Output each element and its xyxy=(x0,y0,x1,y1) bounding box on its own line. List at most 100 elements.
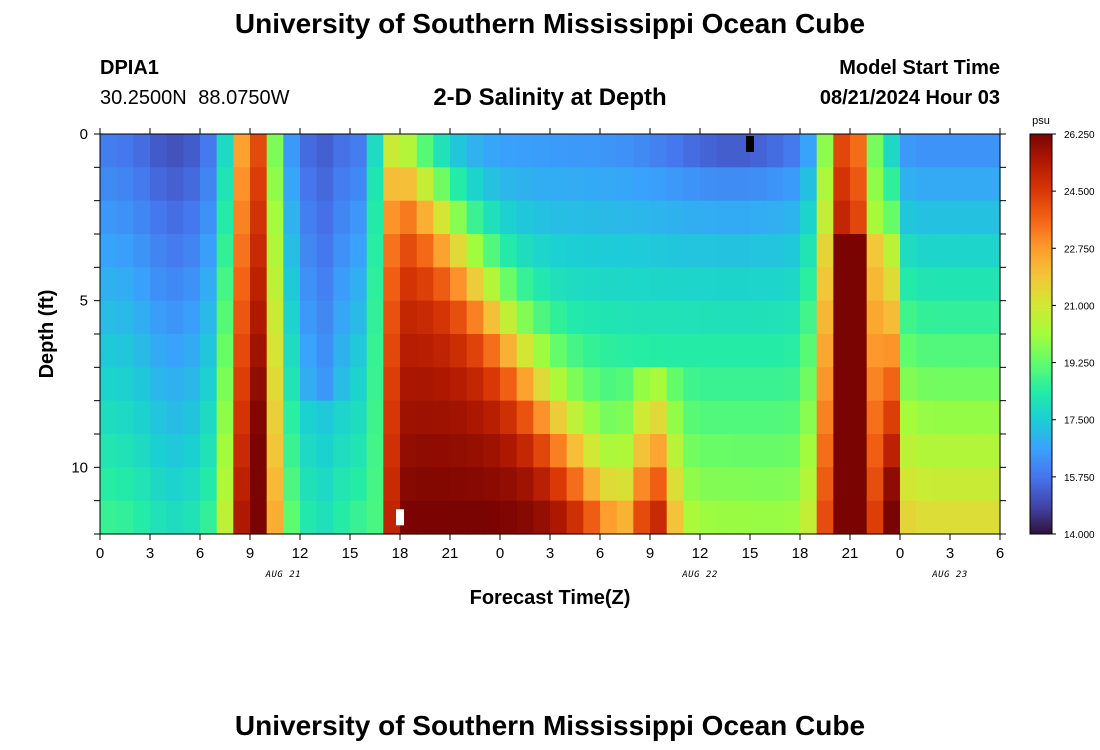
heatmap-cell xyxy=(116,434,134,468)
x-tick-label: 18 xyxy=(392,545,409,562)
heatmap-cell xyxy=(683,434,701,468)
heatmap-cell xyxy=(166,367,184,402)
heatmap-cell xyxy=(550,334,568,368)
heatmap-cell xyxy=(183,300,201,335)
heatmap-cell xyxy=(966,500,984,535)
heatmap-cell xyxy=(616,167,634,202)
heatmap-cell xyxy=(150,167,168,202)
heatmap-cell xyxy=(866,400,884,435)
heatmap-cell xyxy=(200,367,218,402)
heatmap-cell xyxy=(750,134,768,168)
heatmap-cell xyxy=(766,467,784,502)
heatmap-cell xyxy=(583,334,601,368)
heatmap-cell xyxy=(383,267,401,302)
heatmap-cell xyxy=(500,467,518,502)
heatmap-cell xyxy=(900,467,918,502)
heatmap-cell xyxy=(200,134,218,168)
heatmap-cell xyxy=(600,234,618,268)
heatmap-cell xyxy=(716,200,734,235)
heatmap-cell xyxy=(950,467,968,502)
heatmap-cell xyxy=(716,134,734,168)
heatmap-cell xyxy=(116,167,134,202)
heatmap-cell xyxy=(883,400,901,435)
heatmap-cell xyxy=(116,200,134,235)
heatmap-cell xyxy=(633,467,651,502)
heatmap-cell xyxy=(733,467,751,502)
heatmap-cell xyxy=(933,367,951,402)
heatmap-cell xyxy=(350,334,368,368)
heatmap-cell xyxy=(216,167,234,202)
heatmap-cell xyxy=(300,434,318,468)
heatmap-cell xyxy=(516,234,534,268)
heatmap-cell xyxy=(816,200,834,235)
heatmap-cell xyxy=(166,134,184,168)
heatmap-cell xyxy=(850,500,868,535)
heatmap-cell xyxy=(216,334,234,368)
heatmap-cell xyxy=(700,400,718,435)
heatmap-cell xyxy=(150,334,168,368)
heatmap-cell xyxy=(616,467,634,502)
plot-title: 2-D Salinity at Depth xyxy=(433,84,667,111)
heatmap-cell xyxy=(866,434,884,468)
heatmap-cell xyxy=(850,400,868,435)
heatmap-cell xyxy=(350,367,368,402)
heatmap-cell xyxy=(816,300,834,335)
heatmap-cell xyxy=(283,200,301,235)
heatmap-cell xyxy=(850,234,868,268)
heatmap-cell xyxy=(816,267,834,302)
heatmap-cell xyxy=(866,234,884,268)
heatmap-cell xyxy=(866,367,884,402)
heatmap-cell xyxy=(616,267,634,302)
heatmap-cell xyxy=(316,500,334,535)
heatmap-cell xyxy=(416,467,434,502)
heatmap-cell xyxy=(733,200,751,235)
heatmap-cell xyxy=(133,467,151,502)
heatmap-cell xyxy=(133,134,151,168)
heatmap-cell xyxy=(833,467,851,502)
heatmap-cell xyxy=(900,167,918,202)
heatmap-cell xyxy=(166,400,184,435)
heatmap-cell xyxy=(850,300,868,335)
x-tick-label: 6 xyxy=(196,545,204,562)
heatmap-cell xyxy=(850,367,868,402)
colorbar-tick-label: 26.250 xyxy=(1064,130,1095,141)
heatmap-cell xyxy=(783,367,801,402)
heatmap-cell xyxy=(650,200,668,235)
heatmap-cell xyxy=(583,500,601,535)
x-tick-label: 9 xyxy=(246,545,254,562)
heatmap-cell xyxy=(350,134,368,168)
heatmap-cell xyxy=(966,134,984,168)
heatmap-cell xyxy=(716,434,734,468)
heatmap-cell xyxy=(583,267,601,302)
heatmap-cell xyxy=(350,234,368,268)
heatmap-cell xyxy=(866,167,884,202)
heatmap-cell xyxy=(366,334,384,368)
heatmap-cell xyxy=(666,134,684,168)
heatmap-cell xyxy=(833,167,851,202)
heatmap-cell xyxy=(400,334,418,368)
heatmap-cell xyxy=(566,334,584,368)
heatmap-cell xyxy=(433,200,451,235)
heatmap-cell xyxy=(383,500,401,535)
heatmap-cell xyxy=(166,234,184,268)
heatmap-cell xyxy=(550,234,568,268)
colorbar-tick-label: 24.500 xyxy=(1064,187,1095,198)
heatmap-cell xyxy=(200,200,218,235)
heatmap-cell xyxy=(533,467,551,502)
heatmap-cell xyxy=(250,467,268,502)
heatmap-cell xyxy=(366,434,384,468)
heatmap-cell xyxy=(250,500,268,535)
heatmap-cell xyxy=(650,267,668,302)
heatmap-cell xyxy=(433,500,451,535)
heatmap-cell xyxy=(933,500,951,535)
markers xyxy=(396,136,754,526)
heatmap-cell xyxy=(216,267,234,302)
heatmap-cell xyxy=(900,400,918,435)
heatmap-cell xyxy=(900,367,918,402)
heatmap-cell xyxy=(833,334,851,368)
heatmap-cell xyxy=(866,134,884,168)
heatmap-cell xyxy=(300,234,318,268)
heatmap-cell xyxy=(116,234,134,268)
heatmap-cell xyxy=(300,400,318,435)
heatmap-cell xyxy=(666,434,684,468)
